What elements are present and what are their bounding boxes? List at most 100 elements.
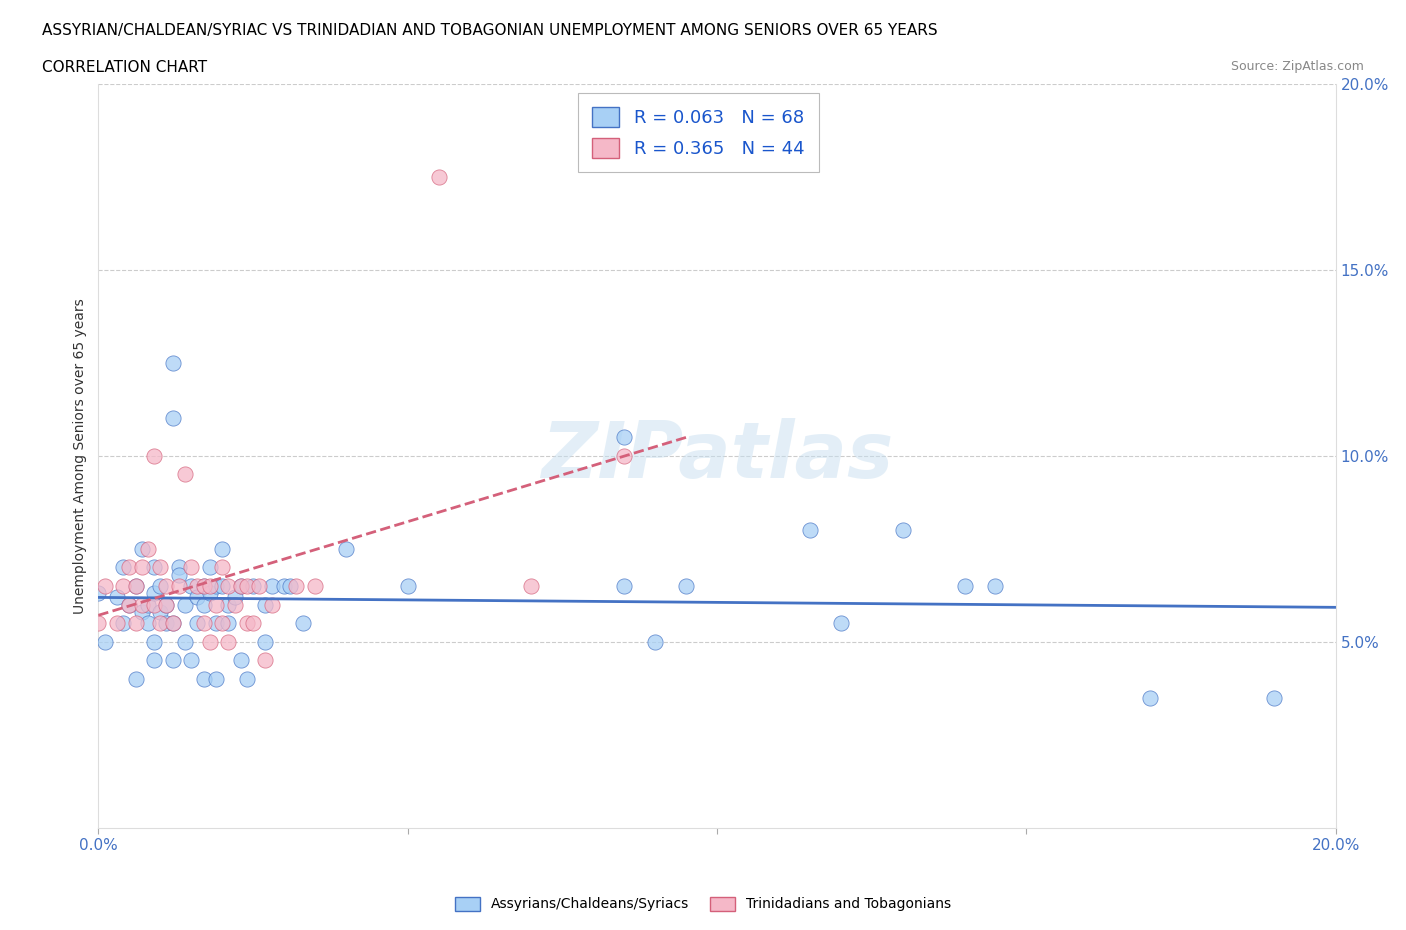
Point bbox=[613, 578, 636, 593]
Point bbox=[613, 448, 636, 463]
Point bbox=[1263, 690, 1285, 705]
Point bbox=[143, 653, 166, 668]
Point bbox=[149, 616, 172, 631]
Point bbox=[167, 578, 190, 593]
Point bbox=[198, 586, 221, 601]
Point bbox=[143, 448, 166, 463]
Point bbox=[155, 616, 177, 631]
Point bbox=[198, 578, 221, 593]
Point bbox=[118, 597, 141, 612]
Point bbox=[162, 355, 184, 370]
Point bbox=[124, 616, 146, 631]
Point bbox=[396, 578, 419, 593]
Point bbox=[131, 541, 153, 556]
Point bbox=[186, 578, 208, 593]
Point bbox=[93, 578, 115, 593]
Point bbox=[193, 616, 215, 631]
Legend: Assyrians/Chaldeans/Syriacs, Trinidadians and Tobagonians: Assyrians/Chaldeans/Syriacs, Trinidadian… bbox=[449, 890, 957, 919]
Point bbox=[644, 634, 666, 649]
Point bbox=[242, 578, 264, 593]
Point bbox=[180, 560, 202, 575]
Point bbox=[143, 560, 166, 575]
Point bbox=[167, 560, 190, 575]
Point bbox=[174, 634, 197, 649]
Point bbox=[167, 567, 190, 582]
Point bbox=[285, 578, 308, 593]
Point bbox=[520, 578, 543, 593]
Point bbox=[162, 411, 184, 426]
Point bbox=[162, 616, 184, 631]
Point bbox=[217, 597, 239, 612]
Point bbox=[124, 578, 146, 593]
Point bbox=[273, 578, 295, 593]
Point bbox=[224, 597, 246, 612]
Legend: R = 0.063   N = 68, R = 0.365   N = 44: R = 0.063 N = 68, R = 0.365 N = 44 bbox=[578, 93, 818, 172]
Point bbox=[304, 578, 326, 593]
Point bbox=[291, 616, 314, 631]
Point bbox=[217, 616, 239, 631]
Point bbox=[124, 671, 146, 686]
Point bbox=[112, 560, 135, 575]
Point bbox=[149, 604, 172, 619]
Point bbox=[136, 597, 159, 612]
Point bbox=[205, 578, 228, 593]
Point bbox=[984, 578, 1007, 593]
Point bbox=[155, 597, 177, 612]
Point bbox=[87, 616, 110, 631]
Point bbox=[217, 578, 239, 593]
Point bbox=[205, 671, 228, 686]
Point bbox=[193, 597, 215, 612]
Point bbox=[335, 541, 357, 556]
Point bbox=[205, 616, 228, 631]
Point bbox=[229, 653, 252, 668]
Point bbox=[953, 578, 976, 593]
Point bbox=[247, 578, 270, 593]
Point bbox=[675, 578, 697, 593]
Point bbox=[193, 578, 215, 593]
Point bbox=[193, 671, 215, 686]
Point bbox=[93, 634, 115, 649]
Point bbox=[174, 597, 197, 612]
Point bbox=[87, 586, 110, 601]
Point bbox=[211, 616, 233, 631]
Point bbox=[180, 578, 202, 593]
Point bbox=[186, 590, 208, 604]
Point bbox=[118, 597, 141, 612]
Point bbox=[830, 616, 852, 631]
Point bbox=[124, 578, 146, 593]
Point bbox=[229, 578, 252, 593]
Point bbox=[613, 430, 636, 445]
Point bbox=[131, 597, 153, 612]
Point bbox=[254, 653, 277, 668]
Point bbox=[205, 597, 228, 612]
Point bbox=[224, 590, 246, 604]
Point bbox=[211, 560, 233, 575]
Point bbox=[143, 634, 166, 649]
Point bbox=[118, 560, 141, 575]
Point bbox=[236, 616, 259, 631]
Point bbox=[1139, 690, 1161, 705]
Point bbox=[254, 634, 277, 649]
Point bbox=[278, 578, 301, 593]
Point bbox=[180, 653, 202, 668]
Point bbox=[136, 616, 159, 631]
Point bbox=[198, 634, 221, 649]
Point bbox=[112, 578, 135, 593]
Point bbox=[427, 169, 450, 184]
Point bbox=[211, 541, 233, 556]
Point bbox=[131, 604, 153, 619]
Point bbox=[143, 586, 166, 601]
Point bbox=[186, 616, 208, 631]
Point bbox=[162, 653, 184, 668]
Point bbox=[174, 467, 197, 482]
Point bbox=[105, 616, 128, 631]
Point bbox=[131, 560, 153, 575]
Point bbox=[162, 616, 184, 631]
Point bbox=[260, 578, 283, 593]
Point bbox=[211, 578, 233, 593]
Point bbox=[198, 560, 221, 575]
Y-axis label: Unemployment Among Seniors over 65 years: Unemployment Among Seniors over 65 years bbox=[73, 298, 87, 614]
Text: CORRELATION CHART: CORRELATION CHART bbox=[42, 60, 207, 75]
Point bbox=[236, 578, 259, 593]
Point bbox=[236, 671, 259, 686]
